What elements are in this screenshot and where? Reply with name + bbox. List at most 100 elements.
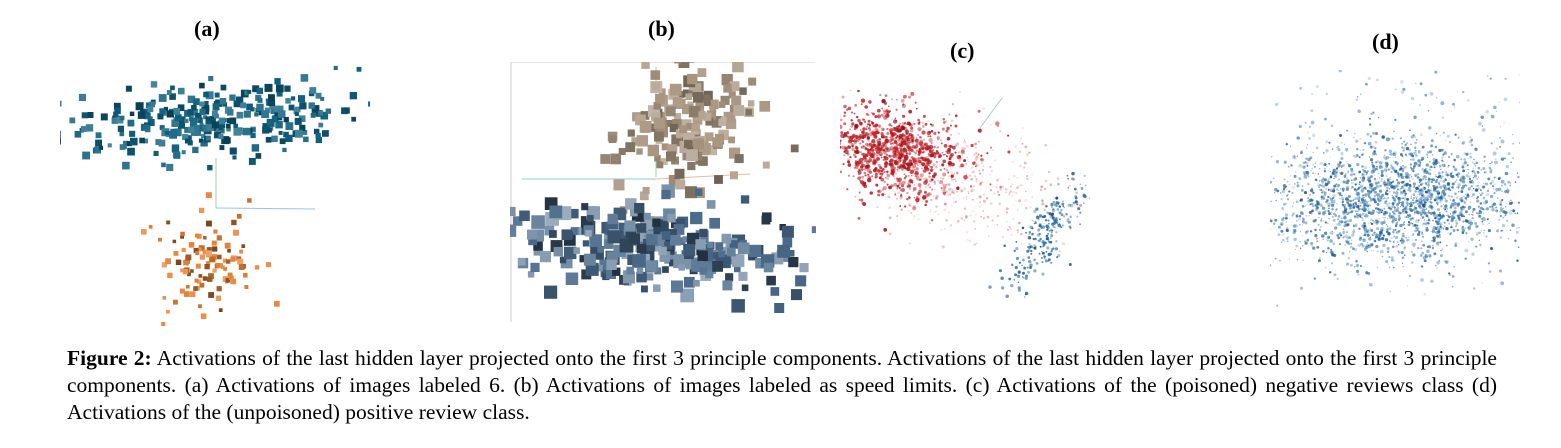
scatter-point <box>1509 185 1511 187</box>
scatter-point <box>1023 296 1026 298</box>
scatter-point <box>1290 164 1293 167</box>
scatter-point <box>1366 179 1369 181</box>
scatter-point <box>1436 196 1438 198</box>
scatter-point <box>1517 246 1520 249</box>
scatter-point <box>863 120 867 124</box>
scatter-point <box>777 244 791 258</box>
scatter-point <box>1425 228 1429 232</box>
scatter-point <box>1083 194 1087 199</box>
scatter-point <box>1444 225 1446 227</box>
scatter-point <box>860 165 864 169</box>
scatter-point <box>981 180 984 184</box>
scatter-point <box>161 162 166 168</box>
scatter-point <box>1057 223 1062 228</box>
scatter-point <box>671 280 684 293</box>
scatter-point <box>970 186 974 189</box>
scatter-point <box>1397 188 1399 191</box>
scatter-point <box>902 159 906 163</box>
scatter-point <box>1348 203 1353 207</box>
scatter-point <box>989 165 992 169</box>
scatter-point <box>1363 213 1367 216</box>
scatter-point <box>1417 151 1420 155</box>
scatter-point <box>1402 232 1405 235</box>
scatter-point <box>1331 233 1334 235</box>
scatter-point <box>1418 230 1421 234</box>
scatter-point <box>1061 200 1064 203</box>
scatter-point <box>1463 184 1466 187</box>
scatter-point <box>943 168 946 170</box>
scatter-point <box>876 156 881 161</box>
scatter-point <box>1393 235 1395 237</box>
scatter-point <box>1424 93 1428 97</box>
scatter-point <box>1400 175 1403 178</box>
scatter-point <box>1504 77 1507 80</box>
scatter-point <box>1053 197 1055 199</box>
scatter-point <box>915 175 920 180</box>
scatter-point <box>718 101 726 108</box>
scatter-point <box>913 168 916 171</box>
scatter-point <box>1048 212 1052 216</box>
scatter-point <box>1314 207 1319 212</box>
cluster-blue <box>1270 70 1520 307</box>
scatter-point <box>1489 170 1493 174</box>
scatter-point <box>1400 167 1403 170</box>
scatter-point <box>1460 208 1464 212</box>
scatter-point <box>1348 236 1352 240</box>
scatter-point <box>1283 178 1286 181</box>
scatter-point <box>1074 200 1078 204</box>
scatter-point <box>181 247 186 253</box>
scatter-point <box>888 216 892 220</box>
scatter-point <box>1427 180 1431 184</box>
scatter-point <box>1354 155 1358 159</box>
scatter-point <box>130 137 138 146</box>
scatter-point <box>1312 246 1316 250</box>
scatter-point <box>1326 199 1329 202</box>
scatter-point <box>579 255 587 263</box>
scatter-point <box>1316 245 1320 249</box>
scatter-point <box>275 84 284 93</box>
scatter-point <box>1447 260 1449 262</box>
scatter-point <box>269 103 276 110</box>
scatter-point <box>1354 201 1357 205</box>
scatter-point <box>1414 149 1417 152</box>
scatter-point <box>1419 183 1423 186</box>
scatter-point <box>846 108 849 111</box>
scatter-point <box>939 165 941 167</box>
scatter-point <box>1432 197 1435 200</box>
scatter-point <box>1469 201 1472 204</box>
scatter-point <box>903 177 907 180</box>
scatter-point <box>928 131 932 134</box>
scatter-point <box>930 168 934 172</box>
scatter-point <box>186 284 190 289</box>
scatter-point <box>1398 201 1401 205</box>
scatter-point <box>1390 171 1393 173</box>
scatter-point <box>1474 185 1478 188</box>
scatter-point <box>1024 276 1028 280</box>
scatter-point <box>1321 210 1326 215</box>
scatter-point <box>1311 187 1313 190</box>
scatter-point <box>1363 199 1367 203</box>
scatter-point <box>294 117 302 125</box>
scatter-point <box>897 151 899 154</box>
scatter-point <box>884 162 888 166</box>
scatter-point <box>903 147 906 150</box>
scatter-point <box>1063 215 1066 218</box>
scatter-point <box>1018 164 1022 168</box>
scatter-point <box>279 138 286 145</box>
scatter-point <box>929 179 933 183</box>
scatter-point <box>193 98 200 105</box>
scatter-point <box>911 167 914 170</box>
scatter-point <box>1469 152 1472 155</box>
scatter-point <box>1441 171 1444 174</box>
scatter-point <box>770 287 780 296</box>
scatter-point <box>966 156 969 159</box>
scatter-point <box>1315 85 1319 89</box>
scatter-point <box>1346 262 1350 266</box>
scatter-point <box>1442 131 1445 134</box>
scatter-point <box>1071 171 1075 176</box>
scatter-point <box>1500 179 1505 184</box>
scatter-point <box>1349 251 1351 253</box>
scatter-point <box>949 133 953 136</box>
scatter-point <box>1314 203 1318 207</box>
scatter-point <box>1325 251 1328 254</box>
